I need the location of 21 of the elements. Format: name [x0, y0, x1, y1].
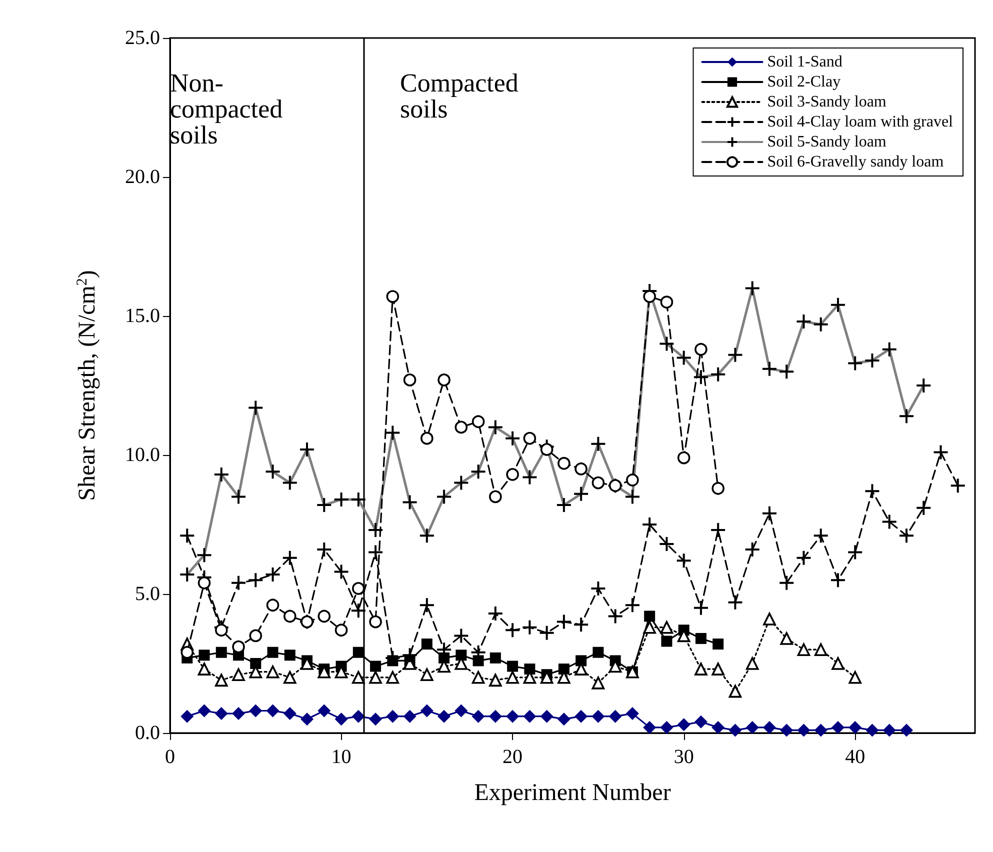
x-tick-label: 40 [845, 746, 866, 768]
y-tick-label: 0.0 [135, 722, 160, 744]
x-tick-label: 0 [165, 746, 175, 768]
annotation: Compacted soils [400, 68, 518, 124]
legend-label: Soil 5-Sandy loam [767, 134, 887, 150]
x-tick-label: 30 [674, 746, 694, 768]
y-tick-label: 15.0 [125, 305, 160, 327]
y-tick-label: 20.0 [125, 166, 160, 188]
legend-label: Soil 6-Gravelly sandy loam [767, 154, 944, 170]
legend-label: Soil 2-Clay [767, 74, 841, 90]
annotation: Non-compacted soils [170, 68, 283, 150]
y-axis-title: Shear Strength, (N/cm2) [74, 270, 100, 501]
x-tick-label: 10 [331, 746, 352, 768]
legend-label: Soil 1-Sand [767, 54, 842, 70]
legend-label: Soil 3-Sandy loam [767, 94, 887, 110]
legend-label: Soil 4-Clay loam with gravel [767, 114, 954, 130]
y-tick-label: 5.0 [135, 583, 160, 605]
y-tick-label: 10.0 [125, 444, 160, 466]
x-axis-title: Experiment Number [474, 780, 671, 806]
y-tick-label: 25.0 [125, 27, 160, 49]
x-tick-label: 20 [502, 746, 523, 768]
